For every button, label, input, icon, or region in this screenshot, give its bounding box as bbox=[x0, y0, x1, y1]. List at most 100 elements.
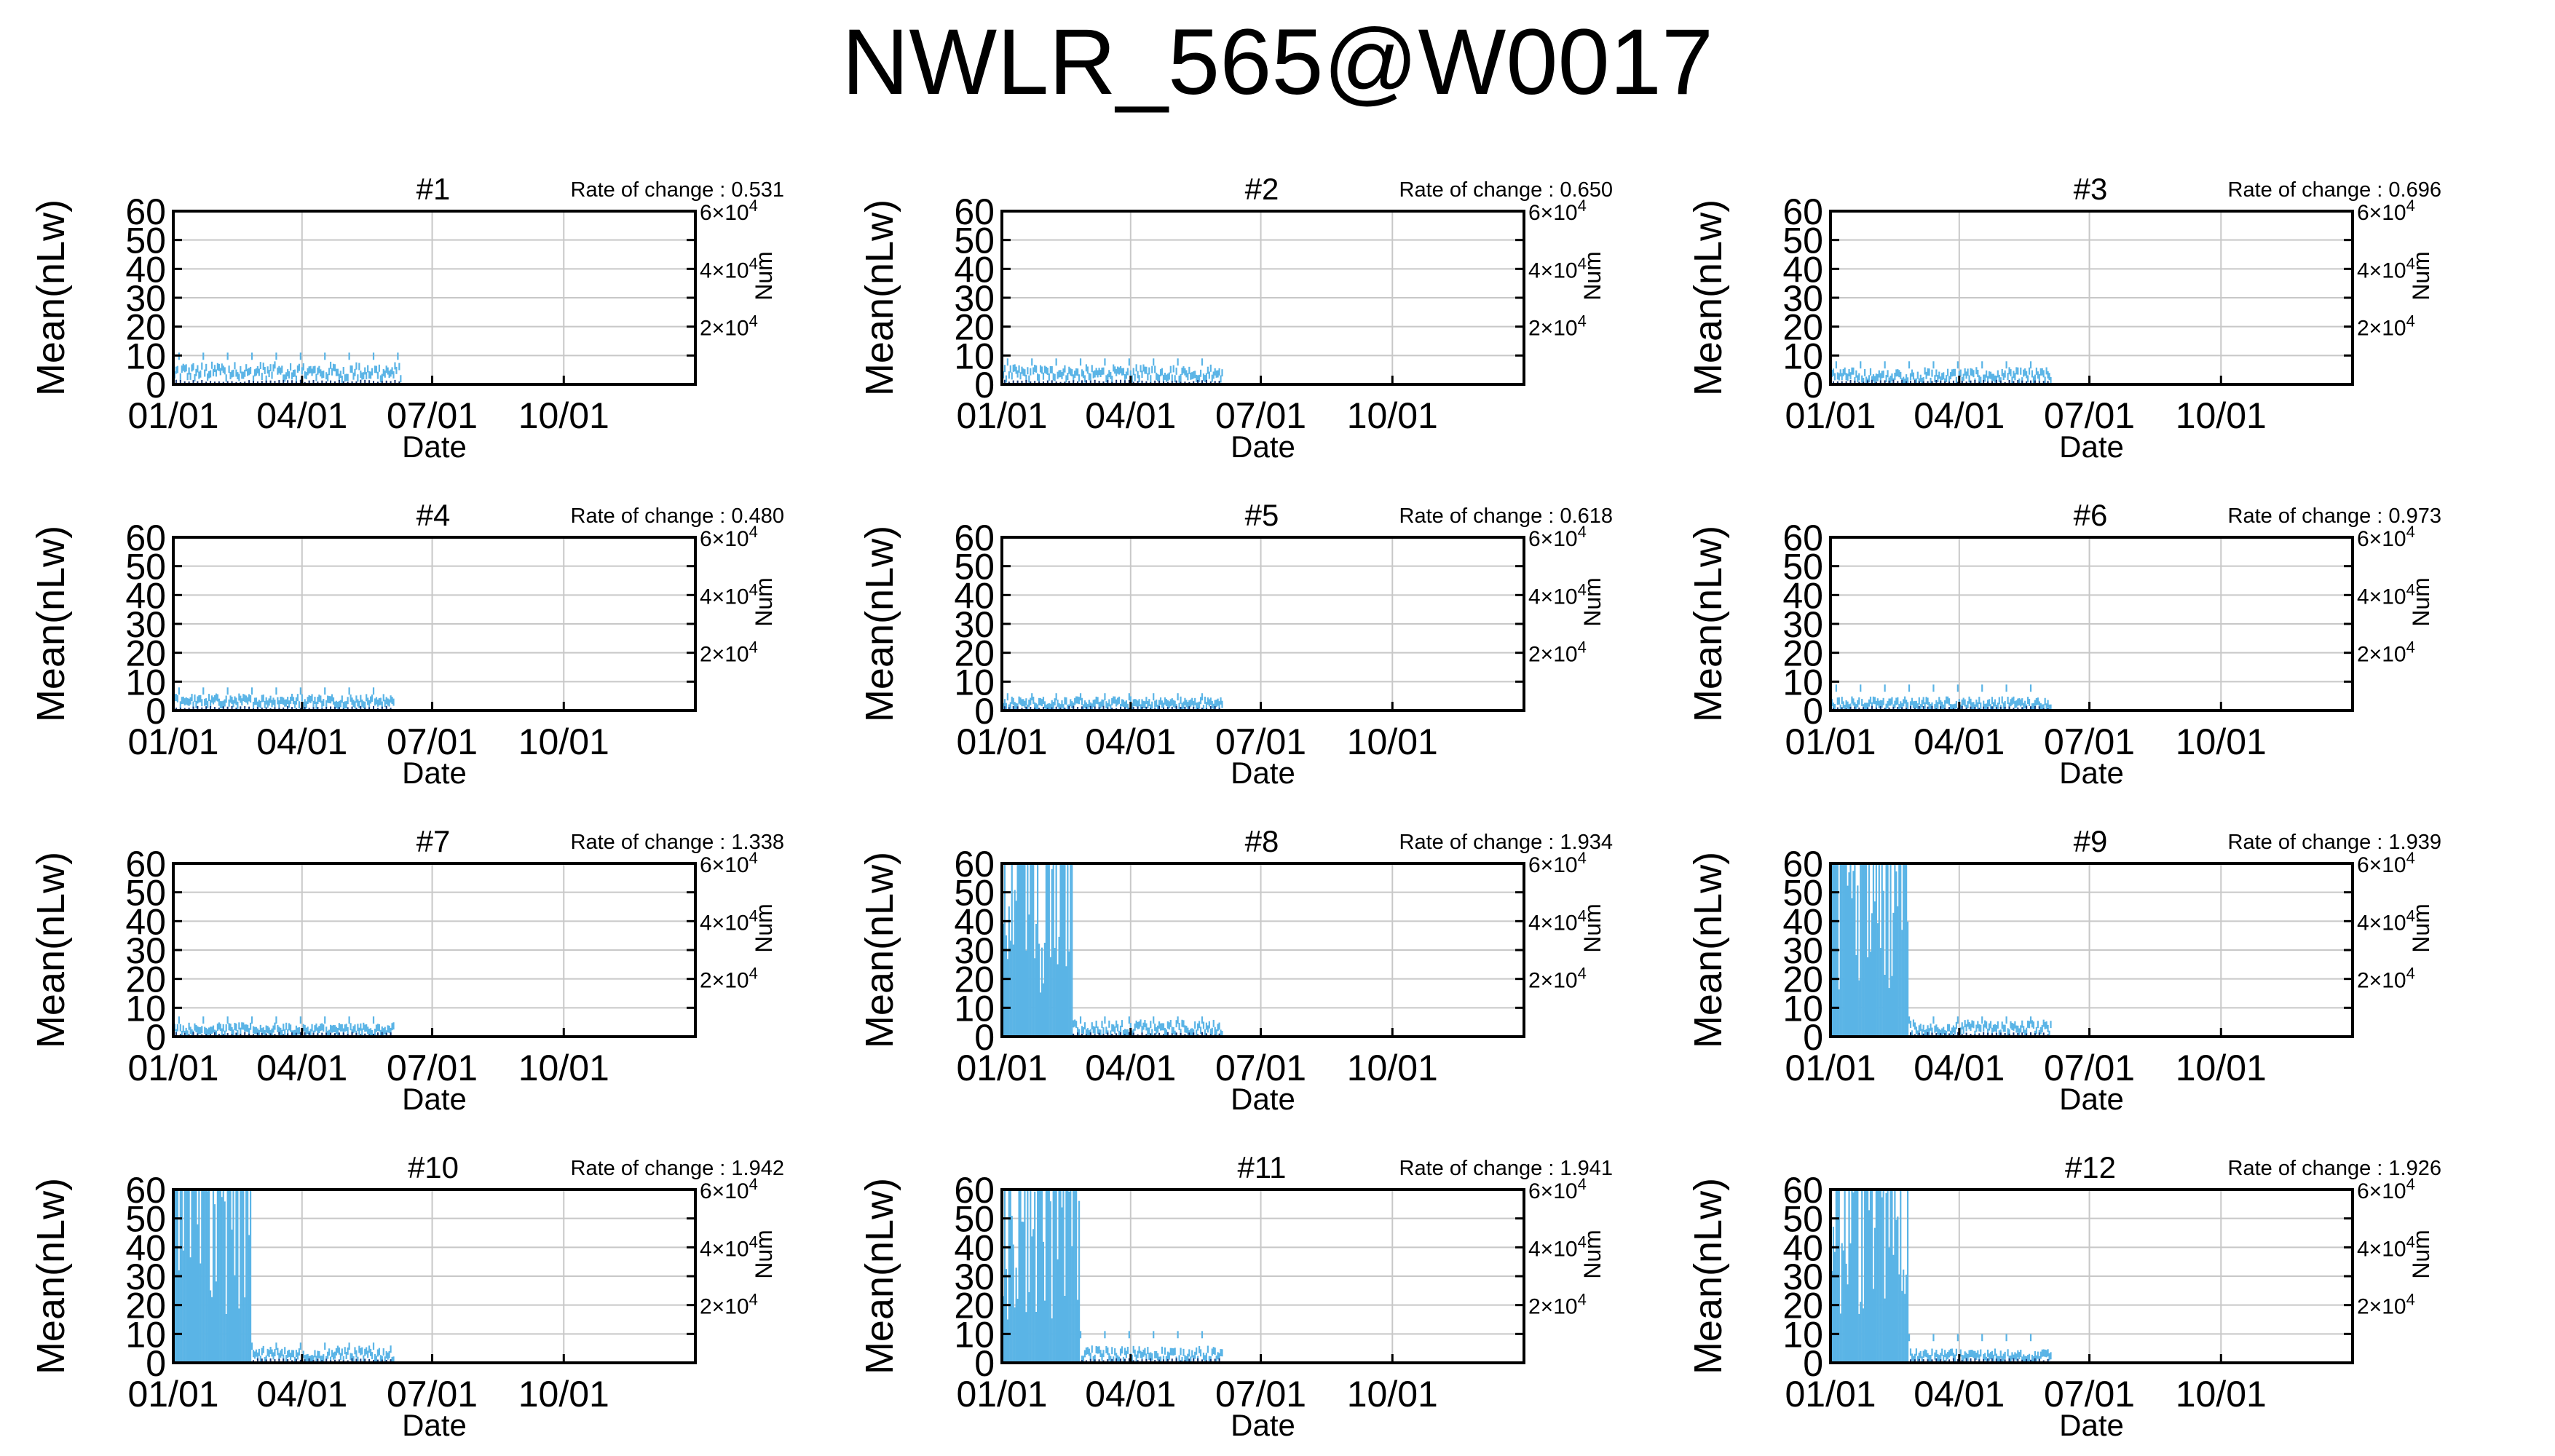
y-tick-label: 60 bbox=[954, 518, 995, 558]
subplot-title: #11 bbox=[1238, 1150, 1287, 1184]
x-axis-label: Date bbox=[2059, 756, 2124, 790]
y2-axis-label: Num bbox=[2408, 577, 2434, 627]
x-tick-label: 04/01 bbox=[256, 1048, 347, 1088]
x-tick-label: 10/01 bbox=[1347, 1048, 1438, 1088]
y2-tick-label: 2×104 bbox=[2357, 1291, 2415, 1319]
x-axis-label: Date bbox=[1231, 756, 1295, 790]
x-tick-label: 01/01 bbox=[956, 395, 1047, 436]
y-tick-label: 40 bbox=[125, 575, 166, 616]
y2-tick-label: 2×104 bbox=[1528, 965, 1587, 993]
x-tick-label: 04/01 bbox=[256, 721, 347, 762]
subplot-title: #5 bbox=[1245, 498, 1279, 532]
y2-tick-label: 2×104 bbox=[1528, 638, 1587, 667]
y2-tick-label: 4×104 bbox=[700, 580, 758, 609]
y-axis-label: Mean(nLw) bbox=[858, 1178, 901, 1374]
y2-tick-label: 6×104 bbox=[1528, 197, 1587, 225]
y2-axis-label: Num bbox=[1579, 1230, 1606, 1279]
y-tick-label: 50 bbox=[954, 547, 995, 587]
x-tick-label: 07/01 bbox=[387, 721, 478, 762]
y-tick-label: 50 bbox=[125, 873, 166, 914]
rate-of-change: Rate of change : 0.650 bbox=[1399, 178, 1613, 202]
y-tick-label: 30 bbox=[954, 1257, 995, 1297]
y-tick-label: 30 bbox=[954, 278, 995, 319]
y-tick-label: 10 bbox=[954, 988, 995, 1029]
rate-of-change: Rate of change : 0.973 bbox=[2228, 505, 2441, 528]
y-tick-label: 40 bbox=[125, 249, 166, 290]
y-tick-label: 0 bbox=[974, 1343, 995, 1384]
x-tick-label: 01/01 bbox=[1785, 395, 1876, 436]
y-tick-label: 0 bbox=[974, 365, 995, 405]
x-tick-label: 07/01 bbox=[2044, 721, 2135, 762]
y-tick-label: 10 bbox=[954, 662, 995, 703]
x-axis-label: Date bbox=[2059, 430, 2124, 464]
x-tick-label: 01/01 bbox=[1785, 1374, 1876, 1415]
x-tick-label: 10/01 bbox=[2176, 1374, 2267, 1415]
y2-tick-label: 4×104 bbox=[1528, 254, 1587, 282]
x-axis-label: Date bbox=[402, 1408, 467, 1442]
y2-tick-label: 6×104 bbox=[700, 849, 758, 877]
rate-of-change: Rate of change : 0.531 bbox=[571, 178, 784, 202]
y-tick-label: 40 bbox=[1782, 1227, 1823, 1268]
x-tick-label: 04/01 bbox=[1914, 395, 2005, 436]
y2-axis-label: Num bbox=[2408, 1230, 2434, 1279]
rate-of-change: Rate of change : 1.934 bbox=[1399, 831, 1613, 854]
subplot-title: #10 bbox=[408, 1150, 459, 1184]
y-tick-label: 60 bbox=[1782, 191, 1823, 232]
y2-tick-label: 2×104 bbox=[1528, 312, 1587, 341]
y2-tick-label: 4×104 bbox=[2357, 906, 2415, 935]
y-tick-label: 60 bbox=[954, 844, 995, 885]
y2-tick-label: 2×104 bbox=[2357, 965, 2415, 993]
x-tick-label: 04/01 bbox=[256, 1374, 347, 1415]
y-tick-label: 40 bbox=[954, 249, 995, 290]
y2-tick-label: 2×104 bbox=[700, 1291, 758, 1319]
x-tick-label: 07/01 bbox=[387, 395, 478, 436]
x-axis-label: Date bbox=[402, 756, 467, 790]
y-tick-label: 40 bbox=[954, 575, 995, 616]
y2-tick-label: 4×104 bbox=[1528, 580, 1587, 609]
y-tick-label: 0 bbox=[146, 1017, 166, 1058]
x-tick-label: 04/01 bbox=[256, 395, 347, 436]
y-tick-label: 20 bbox=[125, 307, 166, 348]
y-tick-label: 60 bbox=[954, 1170, 995, 1211]
y-tick-label: 30 bbox=[125, 930, 166, 971]
y-tick-label: 0 bbox=[146, 365, 166, 405]
y2-axis-label: Num bbox=[751, 577, 777, 627]
x-axis-label: Date bbox=[2059, 1082, 2124, 1116]
figure-title: NWLR_565@W0017 bbox=[841, 10, 1714, 114]
y2-tick-label: 2×104 bbox=[700, 312, 758, 341]
x-tick-label: 07/01 bbox=[1215, 1048, 1306, 1088]
y-axis-label: Mean(nLw) bbox=[29, 1178, 73, 1374]
y-tick-label: 20 bbox=[954, 307, 995, 348]
y-tick-label: 40 bbox=[954, 1227, 995, 1268]
y-axis-label: Mean(nLw) bbox=[1686, 199, 1730, 396]
y-tick-label: 10 bbox=[954, 1314, 995, 1355]
y-tick-label: 40 bbox=[125, 1227, 166, 1268]
y-tick-label: 50 bbox=[1782, 221, 1823, 261]
y-tick-label: 50 bbox=[954, 221, 995, 261]
y-tick-label: 20 bbox=[1782, 960, 1823, 1000]
subplot-title: #6 bbox=[2074, 498, 2108, 532]
x-tick-label: 07/01 bbox=[2044, 1374, 2135, 1415]
y-tick-label: 20 bbox=[125, 960, 166, 1000]
subplot-title: #3 bbox=[2074, 172, 2108, 206]
x-tick-label: 10/01 bbox=[1347, 721, 1438, 762]
subplot-title: #7 bbox=[416, 824, 451, 858]
y2-tick-label: 4×104 bbox=[700, 254, 758, 282]
y2-tick-label: 6×104 bbox=[700, 197, 758, 225]
x-axis-label: Date bbox=[1231, 1408, 1295, 1442]
x-tick-label: 01/01 bbox=[127, 1048, 218, 1088]
y-tick-label: 60 bbox=[1782, 844, 1823, 885]
y-tick-label: 0 bbox=[146, 691, 166, 732]
rate-of-change: Rate of change : 0.696 bbox=[2228, 178, 2441, 202]
x-tick-label: 10/01 bbox=[518, 1374, 609, 1415]
y-tick-label: 20 bbox=[1782, 307, 1823, 348]
x-tick-label: 07/01 bbox=[1215, 721, 1306, 762]
